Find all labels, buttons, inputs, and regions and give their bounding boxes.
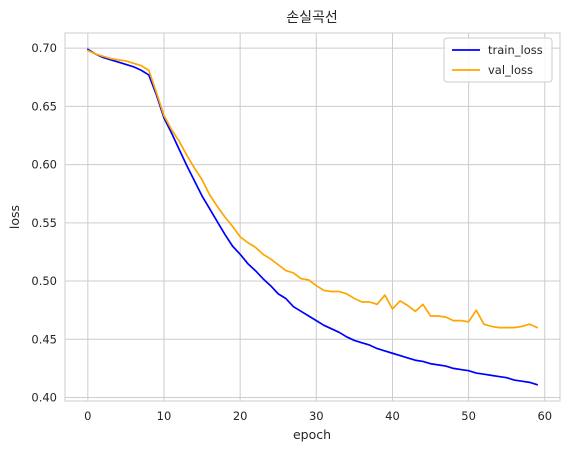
x-tick-label: 30	[309, 409, 324, 423]
x-axis-label: epoch	[293, 427, 331, 442]
y-tick-label: 0.55	[31, 216, 57, 230]
y-tick-label: 0.45	[31, 332, 57, 346]
legend-label-train-loss: train_loss	[488, 43, 543, 57]
plot-frame	[64, 32, 561, 402]
y-tick-label: 0.50	[31, 274, 57, 288]
x-tick-label: 40	[385, 409, 400, 423]
y-tick-label: 0.60	[31, 158, 57, 172]
legend-label-val-loss: val_loss	[488, 63, 533, 77]
grid	[65, 33, 560, 401]
x-tick-labels: 0 10 20 30 40 50 60	[84, 409, 552, 423]
legend: train_loss val_loss	[443, 37, 553, 83]
y-tick-label: 0.40	[31, 391, 57, 405]
chart-title: 손실곡선	[286, 10, 338, 26]
x-tick-label: 50	[461, 409, 476, 423]
x-tick-label: 10	[157, 409, 172, 423]
x-tick-label: 20	[233, 409, 248, 423]
x-tick-label: 60	[537, 409, 552, 423]
x-tick-label: 0	[84, 409, 91, 423]
y-axis-label: loss	[7, 205, 22, 229]
y-tick-label: 0.70	[31, 41, 57, 55]
y-tick-label: 0.65	[31, 99, 57, 113]
series-line-val-loss	[86, 49, 539, 329]
legend-box	[443, 37, 553, 83]
series-lines	[86, 48, 539, 386]
y-tick-labels: 0.40 0.45 0.50 0.55 0.60 0.65 0.70	[31, 41, 57, 404]
